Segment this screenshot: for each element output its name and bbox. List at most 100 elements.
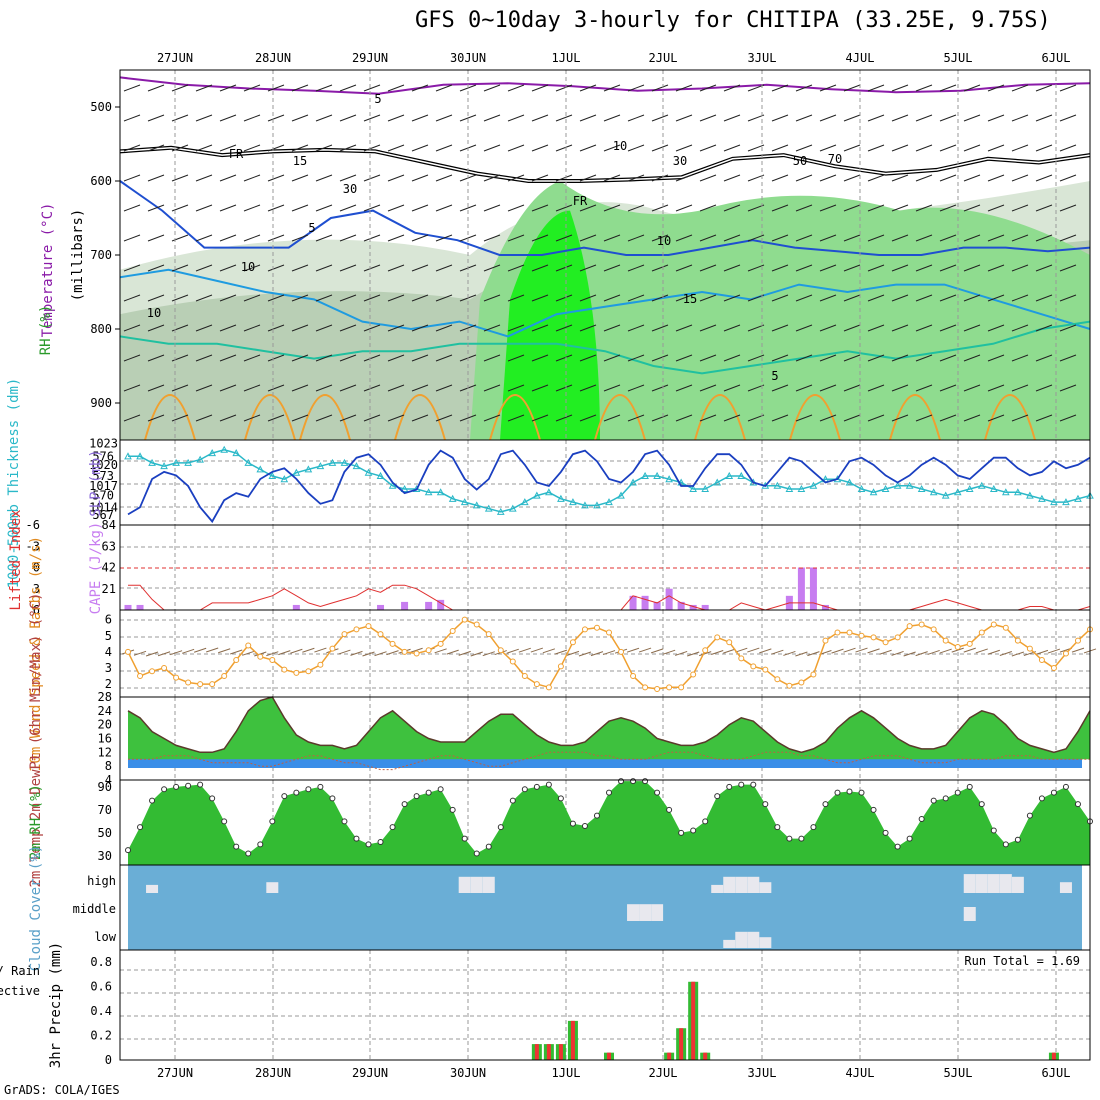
temp-contour-warm (594, 394, 646, 441)
wind-barb (915, 264, 933, 272)
wind-barb (315, 414, 333, 422)
wind-barb (627, 264, 645, 272)
wind-speed-point (774, 676, 781, 683)
contour-label: 5 (308, 221, 315, 235)
wind-barb (963, 414, 981, 422)
wind-barb (651, 264, 669, 272)
cloud-cover-bar-high (458, 876, 471, 893)
ylabel-temperature-2m: 2m Temp 2m DewPt (6hr Min/Max) (°C) (28, 592, 44, 887)
wind-barb (627, 174, 645, 182)
cloud-cover-bar-high (482, 876, 495, 893)
rh-point (353, 835, 360, 842)
wind-barb (555, 354, 573, 362)
wind-barb (699, 114, 717, 122)
rh-point (257, 841, 264, 848)
wind-barb (1011, 264, 1029, 272)
li-tick-label: -6 (26, 518, 40, 532)
wind-barb (243, 354, 261, 362)
wind-barb (867, 174, 885, 182)
surface-wind-barb (951, 647, 964, 653)
rh-point (149, 797, 156, 804)
thickness-point (328, 458, 337, 466)
rh-point (473, 850, 480, 857)
wind-barb (219, 294, 237, 302)
wind-speed-point (377, 631, 384, 638)
thickness-point (737, 471, 746, 479)
wind-barb (267, 144, 285, 152)
wind-speed-point (269, 656, 276, 663)
wind-barb (771, 324, 789, 332)
thickness-point (1062, 498, 1070, 506)
wind-barb (867, 324, 885, 332)
wind-barb (963, 234, 981, 242)
rh-point (449, 806, 456, 813)
wind-barb (435, 294, 453, 302)
wind-barb (819, 234, 837, 242)
wind-barb (1011, 144, 1029, 152)
wind-barb (123, 354, 141, 362)
surface-wind-barb (999, 651, 1012, 656)
wind-barb (507, 84, 525, 92)
surface-wind-barb (626, 647, 640, 653)
wind-barb (795, 414, 813, 422)
ylabel-rh-2m: 2m RH (%) (28, 784, 44, 860)
surface-wind-barb (446, 649, 459, 655)
wind-barb (507, 414, 525, 422)
precip-tick-label: 0 (105, 1053, 112, 1067)
wind-barb (435, 384, 453, 392)
wind-barb (219, 234, 237, 242)
wind-speed-point (149, 668, 156, 675)
temp-contour-warm (489, 394, 541, 441)
rh-tick-label: 90 (98, 780, 112, 794)
wind-barb (1059, 354, 1077, 362)
surface-wind-barb (410, 647, 423, 653)
ylabel-slp: SLP (mb) (88, 449, 104, 516)
lifted-index-line (128, 584, 1091, 611)
wind-barb (387, 174, 405, 182)
cape-bar (653, 601, 661, 610)
rh-point (846, 788, 853, 795)
wind-barb (147, 144, 165, 152)
wind-barb (747, 84, 765, 92)
wind-barb (915, 204, 933, 212)
wind-barb (339, 114, 357, 122)
wind-speed-point (702, 647, 709, 654)
rh-tick-label: 50 (98, 826, 112, 840)
wind-barb (411, 234, 429, 242)
wind-barb (315, 324, 333, 332)
wind-barb (795, 204, 813, 212)
wind-speed-point (521, 673, 528, 680)
wind-barb (459, 114, 477, 122)
slp-frame (119, 439, 1091, 526)
wind-barb (603, 174, 621, 182)
wind-barb (915, 294, 933, 302)
wind-speed-point (798, 679, 805, 686)
surface-wind-barb (831, 648, 844, 654)
wind-barb (723, 294, 741, 302)
wind-barb (843, 414, 861, 422)
wind-speed-point (810, 671, 817, 678)
wind-barb (579, 174, 597, 182)
rh-point (690, 827, 697, 834)
surface-wind-barb (482, 651, 495, 657)
wind-barb (147, 174, 165, 182)
wind-barb (651, 384, 669, 392)
thickness-point (905, 481, 914, 489)
wind-speed-point (257, 653, 264, 660)
wind-barb (963, 204, 981, 212)
wind-barb (267, 174, 285, 182)
wind-barb (915, 174, 933, 182)
temperature-line (127, 696, 1091, 754)
wind-barb (627, 204, 645, 212)
wind-barb (699, 174, 717, 182)
wind-barb (195, 144, 213, 152)
wind-speed-point (197, 681, 204, 688)
wind-barb (627, 294, 645, 302)
wind-barb (507, 324, 525, 332)
wind-barb (195, 84, 213, 92)
surface-wind-barb (206, 647, 219, 653)
wind-speed-point (906, 623, 913, 630)
wind-speed-point (666, 684, 673, 691)
wind-barb (411, 174, 429, 182)
rh-point (329, 795, 336, 802)
